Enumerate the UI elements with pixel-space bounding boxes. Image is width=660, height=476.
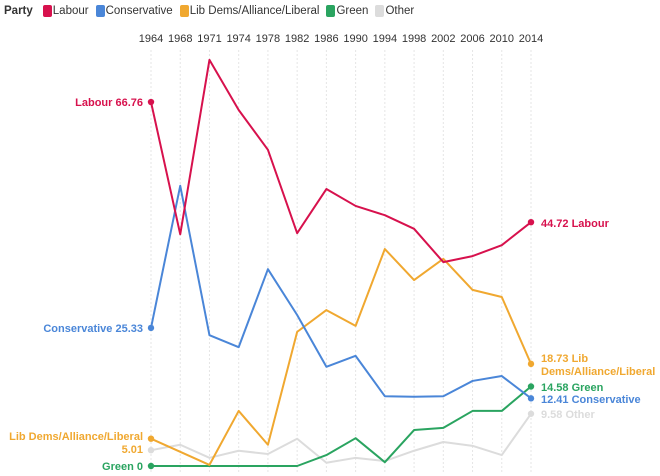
data-point — [527, 360, 535, 368]
x-tick-label: 2010 — [490, 33, 514, 45]
x-tick-label: 2014 — [519, 33, 543, 45]
legend-item[interactable]: Labour — [52, 5, 89, 17]
end-label: 9.58 Other — [541, 409, 596, 421]
x-tick-label: 1971 — [197, 33, 221, 45]
legend-swatch — [95, 5, 105, 17]
data-point — [527, 383, 535, 390]
data-point — [527, 395, 535, 402]
start-label: Lib Dems/Alliance/Liberal 5.01 — [9, 431, 143, 456]
x-tick-label: 1968 — [168, 33, 192, 45]
x-tick-label: 2002 — [431, 33, 455, 45]
x-tick-label: 1990 — [343, 33, 367, 45]
legend-swatch — [375, 5, 385, 17]
data-point — [147, 462, 155, 470]
start-label: Conservative 25.33 — [43, 323, 143, 335]
data-point — [147, 435, 155, 442]
end-label: 14.58 Green — [541, 382, 604, 394]
start-label: Labour 66.76 — [75, 97, 143, 109]
data-point — [147, 324, 155, 332]
x-tick-label: 1974 — [226, 33, 250, 45]
x-tick-label: 1964 — [139, 33, 163, 45]
series-line-other — [150, 413, 532, 464]
x-tick-label: 1998 — [402, 33, 426, 45]
legend-item[interactable]: Lib Dems/Alliance/Liberal — [189, 5, 320, 17]
data-point — [527, 410, 535, 417]
legend-swatch — [179, 5, 189, 17]
data-point — [527, 218, 535, 226]
legend-item[interactable]: Conservative — [105, 5, 173, 17]
legend-swatch — [326, 5, 336, 17]
x-tick-label: 1986 — [314, 33, 338, 45]
x-tick-label: 1982 — [285, 33, 309, 45]
series-line-green — [151, 385, 532, 467]
legend-swatch — [42, 5, 52, 17]
x-tick-label: 1994 — [373, 33, 397, 45]
series-line-conservative — [150, 184, 532, 400]
start-label: Green 0 — [102, 461, 143, 473]
legend-item[interactable]: Green — [336, 5, 369, 17]
legend-title: Party — [4, 5, 33, 17]
x-tick-label: 2006 — [460, 33, 484, 45]
legend: Party Labour Conservative Lib Dems/Allianc… — [4, 5, 418, 17]
x-tick-label: 1978 — [256, 33, 280, 45]
data-point — [147, 98, 155, 106]
end-label: 44.72 Labour — [541, 218, 610, 230]
legend-item[interactable]: Other — [385, 5, 415, 17]
end-label: 18.73 Lib Dems/Alliance/Liberal — [541, 353, 655, 378]
series-line-labour — [150, 58, 532, 264]
data-point — [147, 446, 155, 454]
end-label: 12.41 Conservative — [541, 394, 641, 406]
series-line-lib-dems-alliance-liberal — [150, 248, 532, 466]
